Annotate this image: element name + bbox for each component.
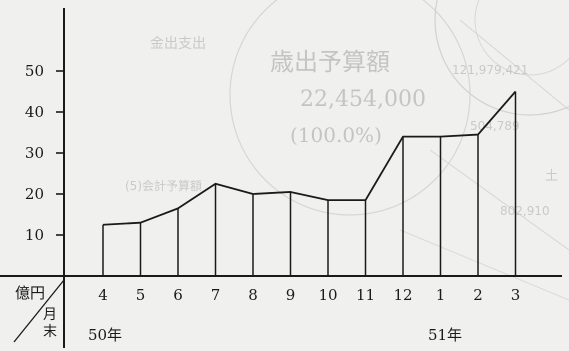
x-tick-label: 2 [473,286,483,304]
x-axis-label: 月末 [43,307,57,340]
x-tick-label: 8 [248,286,258,304]
x-tick-label: 1 [436,286,446,304]
bg-caption: 金出支出 [150,36,206,52]
x-tick-label: 5 [136,286,146,304]
bg-line-2 [429,149,569,251]
bg-line-1 [459,19,569,111]
value-outline [102,90,517,226]
y-tick-label: 50 [25,62,44,80]
bg-percent: (100.0%) [290,123,382,147]
corner-divider [13,279,65,343]
bg-circle-corner-inner [474,0,569,76]
x-tick-labels: 4 5 6 7 8 9 10 11 12 1 2 3 [98,286,520,304]
x-tick-label: 4 [98,286,108,304]
x-tick-label: 10 [318,286,337,304]
bg-amount: 22,454,000 [300,87,426,112]
bg-note: (5)会計予算額 [125,178,202,193]
year-label: 51年 [428,326,462,344]
bg-side-4: 802,910 [500,204,550,218]
axes-layer [0,8,562,348]
bg-side-1: 121,979,421 [452,63,528,77]
bg-circle-large [229,0,471,216]
x-tick-label: 7 [211,286,221,304]
year-labels: 50年 51年 [88,326,462,344]
year-label: 50年 [88,326,122,344]
y-tick-label: 30 [25,144,44,162]
x-tick-label: 6 [173,286,183,304]
y-tick-label: 40 [25,103,44,121]
y-tick-label: 10 [25,226,44,244]
x-tick-label: 12 [393,286,412,304]
bg-circle-corner [434,0,569,116]
x-tick-label: 3 [511,286,521,304]
x-tick-label: 11 [356,286,375,304]
y-ticks: 10 20 30 40 50 [25,62,64,244]
y-tick-label: 20 [25,185,44,203]
bg-heading: 歳出予算額 [270,48,390,76]
bg-line-3 [399,229,569,301]
unit-label: 億円 [15,284,45,302]
bars-layer [102,91,517,276]
bg-side-2: 504,789 [470,119,520,133]
x-tick-label: 9 [286,286,296,304]
bg-side-3: 土 [545,169,558,184]
background-print: 金出支出 歳出予算額 22,454,000 (100.0%) (5)会計予算額 … [125,0,569,301]
